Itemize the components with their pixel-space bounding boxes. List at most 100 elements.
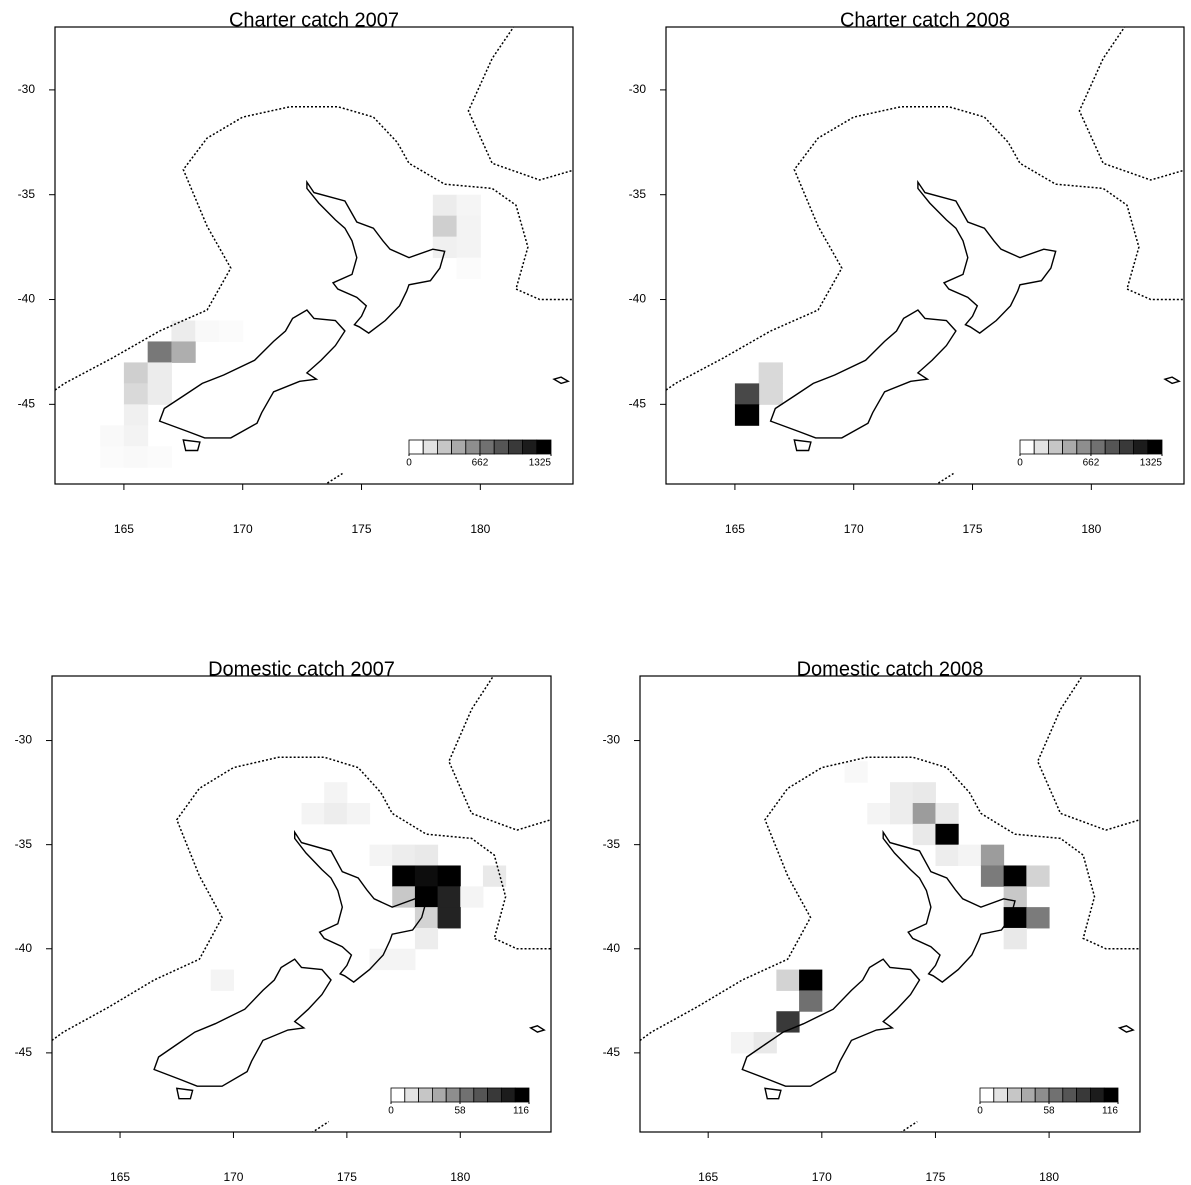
catch-cell: [912, 803, 936, 825]
catch-cell: [392, 948, 416, 971]
catch-cell: [147, 383, 172, 405]
coastline: [1117, 1025, 1135, 1033]
color-key-label: 116: [1102, 1106, 1118, 1117]
plot-frame: [665, 26, 1185, 485]
x-tick-label: 165: [698, 1170, 718, 1184]
catch-cell: [346, 803, 371, 825]
color-key-box: [1062, 1087, 1078, 1103]
catch-cell: [482, 865, 507, 887]
coastline: [769, 309, 957, 439]
catch-cell: [369, 844, 393, 866]
eez-boundary: [311, 1120, 330, 1132]
map-panel: Charter catch 2008 165 170 175 180 -30 -35 -40 -…: [629, 9, 1185, 536]
color-key-box: [1076, 439, 1092, 455]
color-key-box: [436, 439, 452, 455]
catch-cell: [171, 320, 196, 342]
y-tick-label: -35: [629, 187, 647, 201]
catch-cell: [414, 886, 439, 908]
map-panel: Domestic catch 2008 165 170 175 180 -30 -35 -40…: [603, 658, 1141, 1184]
catch-cell: [195, 320, 220, 342]
eez-boundary: [448, 676, 551, 831]
catch-cell: [935, 844, 959, 866]
catch-cell: [147, 341, 172, 363]
color-key-box: [993, 1087, 1008, 1103]
catch-cell: [414, 844, 439, 866]
color-key-label: 0: [977, 1106, 983, 1117]
catch-cell: [456, 236, 481, 259]
color-key-box: [408, 439, 424, 455]
plot-area: [640, 676, 1140, 1132]
color-key-box: [493, 439, 509, 455]
catch-cell: [437, 907, 461, 929]
catch-cell: [123, 425, 149, 447]
color-key-box: [431, 1087, 447, 1103]
x-tick-label: 180: [1081, 522, 1101, 536]
color-key-box: [1048, 1087, 1064, 1103]
coastline: [1163, 376, 1181, 385]
catch-cell: [460, 886, 484, 908]
x-tick-label: 175: [352, 522, 372, 536]
coastline: [917, 179, 1057, 334]
x-tick-label: 170: [844, 522, 864, 536]
catch-cell: [1003, 865, 1027, 887]
catch-cell: [912, 823, 936, 846]
catch-cell: [437, 886, 461, 908]
color-key-box: [522, 439, 538, 455]
color-key-label: 0: [388, 1106, 394, 1117]
catch-cell: [799, 969, 823, 991]
coastline: [793, 439, 812, 452]
panel-title: Charter catch 2008: [840, 9, 1010, 31]
eez-boundary: [900, 1120, 918, 1132]
y-tick-label: -30: [15, 733, 33, 747]
color-key-box: [487, 1087, 502, 1103]
plot-area: [666, 27, 1184, 484]
x-tick-label: 165: [110, 1170, 130, 1184]
y-tick-label: -40: [15, 941, 33, 955]
catch-cell: [324, 782, 348, 804]
color-key-box: [514, 1087, 530, 1103]
coastline: [175, 1087, 194, 1100]
map-panel: Domestic catch 2007 165 170 175 180 -30 -35 -40…: [15, 658, 552, 1184]
catch-cell: [147, 362, 172, 384]
catch-cell: [758, 383, 783, 405]
catch-cell: [218, 320, 244, 342]
color-key-box: [1019, 439, 1035, 455]
color-key-box: [465, 439, 481, 455]
coastline: [182, 439, 201, 452]
catch-cell: [1003, 907, 1027, 929]
catch-cell: [734, 383, 760, 405]
catch-cell: [799, 990, 823, 1012]
catch-cell: [734, 404, 760, 426]
color-key-label: 0: [1017, 458, 1023, 469]
catch-cell: [776, 1011, 800, 1033]
catch-cell: [730, 1032, 755, 1054]
x-tick-label: 170: [812, 1170, 832, 1184]
catch-cell: [456, 215, 481, 238]
catch-cell: [392, 886, 416, 908]
color-key-box: [1034, 1087, 1050, 1103]
y-tick-label: -35: [18, 187, 36, 201]
coastline: [882, 829, 1016, 983]
catch-cell: [432, 194, 458, 217]
catch-cell: [867, 803, 891, 825]
coastline: [294, 829, 428, 983]
panel-title: Domestic catch 2008: [797, 658, 984, 680]
eez-boundary: [1036, 676, 1140, 831]
catch-cell: [456, 257, 481, 280]
catch-cell: [123, 404, 149, 426]
coastline: [741, 958, 921, 1087]
y-tick-label: -45: [15, 1045, 33, 1059]
color-key-label: 116: [513, 1106, 529, 1117]
color-key-box: [473, 1087, 488, 1103]
coastline: [528, 1025, 546, 1033]
plot-frame: [54, 26, 574, 485]
x-tick-label: 165: [114, 522, 134, 536]
color-key-box: [404, 1087, 419, 1103]
catch-cell: [147, 446, 172, 468]
y-tick-label: -40: [629, 292, 647, 306]
color-key-box: [1133, 439, 1149, 455]
catch-cell: [100, 425, 125, 447]
catch-cell: [123, 383, 149, 405]
y-tick-label: -40: [603, 941, 621, 955]
